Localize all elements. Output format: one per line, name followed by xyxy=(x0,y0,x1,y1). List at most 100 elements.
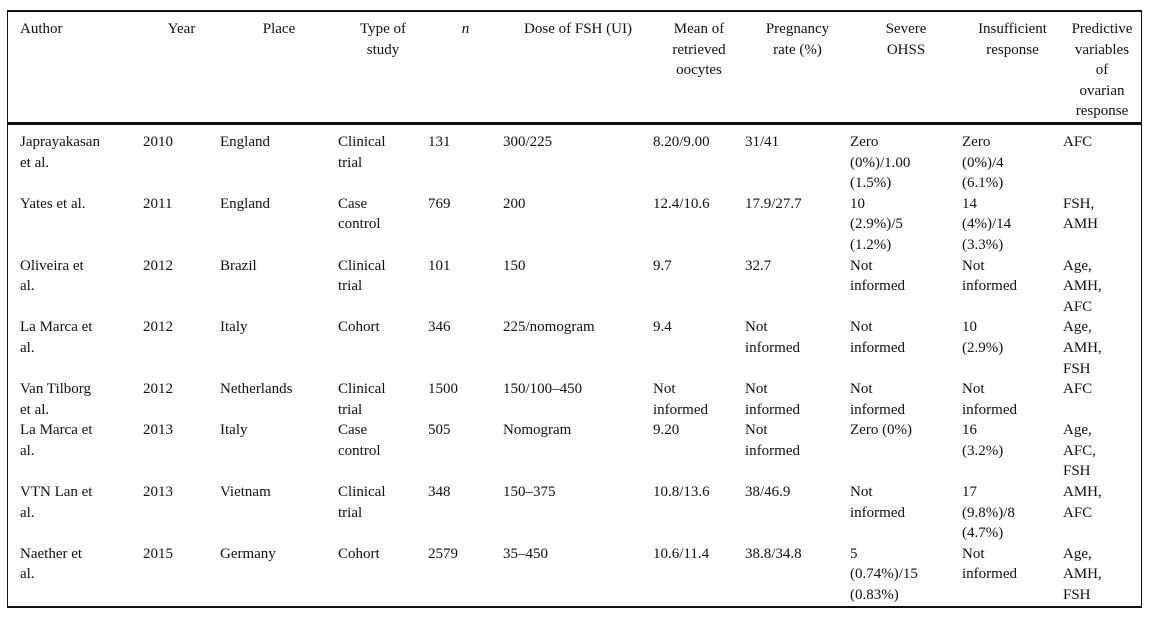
cell-pregnancy-rate: 38.8/34.8 xyxy=(745,545,802,562)
cell-predictive-variables: AFC xyxy=(1063,133,1093,150)
cell-place: Germany xyxy=(220,545,276,562)
cell-predictive-variables: AMH, AFC xyxy=(1063,484,1102,521)
cell-n: 1500 xyxy=(428,381,458,398)
cell-dose-of-fsh: 200 xyxy=(503,195,526,212)
cell-insufficient-response: Not informed xyxy=(962,257,1017,295)
cell-n: 348 xyxy=(428,484,451,501)
cell-type-of-study: Clinical trial xyxy=(338,133,386,171)
cell-mean-retrieved-oocytes: 10.8/13.6 xyxy=(653,484,710,501)
column-header-place: Place xyxy=(220,12,338,125)
cell-dose-of-fsh: Nomogram xyxy=(503,422,572,439)
cell-dose-of-fsh: 150–375 xyxy=(503,484,556,501)
cell-insufficient-response: Zero (0%)/4 (6.1%) xyxy=(962,133,1004,192)
cell-severe-ohss: Zero (0%) xyxy=(850,422,913,439)
column-header-type-of-study: Type of study xyxy=(338,12,428,125)
cell-predictive-variables: Age, AFC, FSH xyxy=(1063,422,1096,480)
cell-author: La Marca et al. xyxy=(20,319,93,356)
cell-mean-retrieved-oocytes: 8.20/9.00 xyxy=(653,133,710,150)
column-header-n: n xyxy=(428,12,503,125)
cell-severe-ohss: Zero (0%)/1.00 (1.5%) xyxy=(850,133,911,192)
cell-year: 2012 xyxy=(143,257,173,274)
cell-year: 2013 xyxy=(143,422,173,439)
table-header: Author Year Place Type of study n Dose o… xyxy=(8,12,1141,125)
cell-place: Vietnam xyxy=(220,484,271,501)
cell-insufficient-response: 16 (3.2%) xyxy=(962,422,1004,459)
cell-author: Van Tilborg et al. xyxy=(20,381,92,418)
table-row: Yates et al. 2011 England Case control 769 20… xyxy=(8,194,1141,256)
cell-n: 131 xyxy=(428,133,451,150)
cell-predictive-variables: Age, AMH, AFC xyxy=(1063,257,1102,315)
cell-author: Oliveira et al. xyxy=(20,257,84,295)
column-header-mean-retrieved-oocytes: Mean of retrieved oocytes xyxy=(653,12,745,125)
column-header-predictive-variables: Predictive variables of ovarian response xyxy=(1063,12,1141,125)
cell-pregnancy-rate: 32.7 xyxy=(745,257,772,274)
cell-dose-of-fsh: 150 xyxy=(503,257,526,274)
header-row: Author Year Place Type of study n Dose o… xyxy=(8,12,1141,125)
cell-author: Japrayakasan et al. xyxy=(20,133,100,171)
table-row: Japrayakasan et al. 2010 England Clinical t… xyxy=(8,123,1141,193)
cell-predictive-variables: Age, AMH, FSH xyxy=(1063,319,1102,377)
cell-n: 101 xyxy=(428,257,451,274)
cell-severe-ohss: Not informed xyxy=(850,484,905,521)
cell-predictive-variables: FSH, AMH xyxy=(1063,195,1099,233)
cell-year: 2012 xyxy=(143,381,173,398)
cell-n: 505 xyxy=(428,422,451,439)
column-header-year: Year xyxy=(143,12,220,125)
cell-place: Italy xyxy=(220,319,248,336)
cell-pregnancy-rate: 31/41 xyxy=(745,133,780,150)
cell-year: 2010 xyxy=(143,133,173,150)
cell-mean-retrieved-oocytes: 12.4/10.6 xyxy=(653,195,710,212)
cell-dose-of-fsh: 225/nomogram xyxy=(503,319,595,336)
cell-type-of-study: Clinical trial xyxy=(338,381,386,418)
cell-year: 2011 xyxy=(143,195,173,212)
cell-insufficient-response: Not informed xyxy=(962,545,1017,583)
cell-dose-of-fsh: 35–450 xyxy=(503,545,548,562)
cell-pregnancy-rate: Not informed xyxy=(745,319,800,356)
cell-author: La Marca et al. xyxy=(20,422,93,459)
cell-pregnancy-rate: 17.9/27.7 xyxy=(745,195,802,212)
cell-severe-ohss: Not informed xyxy=(850,257,905,295)
cell-mean-retrieved-oocytes: 10.6/11.4 xyxy=(653,545,710,562)
cell-year: 2012 xyxy=(143,319,173,336)
table-row: Naether et al. 2015 Germany Cohort 2579 35–45… xyxy=(8,544,1141,606)
cell-severe-ohss: Not informed xyxy=(850,319,905,356)
cell-pregnancy-rate: 38/46.9 xyxy=(745,484,791,501)
cell-mean-retrieved-oocytes: 9.4 xyxy=(653,319,672,336)
cell-place: England xyxy=(220,195,270,212)
cell-n: 346 xyxy=(428,319,451,336)
cell-insufficient-response: Not informed xyxy=(962,381,1017,418)
cell-dose-of-fsh: 150/100–450 xyxy=(503,381,583,398)
cell-pregnancy-rate: Not informed xyxy=(745,381,800,418)
column-header-pregnancy-rate: Pregnancy rate (%) xyxy=(745,12,850,125)
table-row: Oliveira et al. 2012 Brazil Clinical trial 1… xyxy=(8,256,1141,318)
cell-year: 2015 xyxy=(143,545,173,562)
cell-place: Netherlands xyxy=(220,381,293,398)
cell-type-of-study: Cohort xyxy=(338,545,380,562)
cell-n: 769 xyxy=(428,195,451,212)
table-body: Japrayakasan et al. 2010 England Clinical t… xyxy=(8,123,1141,605)
study-table: Author Year Place Type of study n Dose o… xyxy=(8,12,1141,606)
cell-severe-ohss: Not informed xyxy=(850,381,905,418)
cell-mean-retrieved-oocytes: 9.7 xyxy=(653,257,672,274)
cell-predictive-variables: AFC xyxy=(1063,381,1093,398)
column-header-insufficient-response: Insufficient response xyxy=(962,12,1063,125)
table-row: La Marca et al. 2013 Italy Case control 505 N… xyxy=(8,420,1141,482)
cell-place: England xyxy=(220,133,270,150)
cell-type-of-study: Clinical trial xyxy=(338,257,386,295)
cell-type-of-study: Cohort xyxy=(338,319,380,336)
study-table-frame: Author Year Place Type of study n Dose o… xyxy=(7,10,1142,608)
cell-type-of-study: Clinical trial xyxy=(338,484,386,521)
cell-author: Naether et al. xyxy=(20,545,83,583)
column-header-dose-of-fsh: Dose of FSH (UI) xyxy=(503,12,653,125)
table-row: Van Tilborg et al. 2012 Netherlands Clinica… xyxy=(8,379,1141,420)
table-row: La Marca et al. 2012 Italy Cohort 346 225/nom… xyxy=(8,317,1141,379)
cell-author: Yates et al. xyxy=(20,195,86,212)
cell-place: Brazil xyxy=(220,257,257,274)
column-header-author: Author xyxy=(8,12,143,125)
table-row: VTN Lan et al. 2013 Vietnam Clinical trial 3… xyxy=(8,482,1141,544)
cell-n: 2579 xyxy=(428,545,458,562)
cell-mean-retrieved-oocytes: 9.20 xyxy=(653,422,680,439)
cell-insufficient-response: 14 (4%)/14 (3.3%) xyxy=(962,195,1012,253)
cell-predictive-variables: Age, AMH, FSH xyxy=(1063,545,1102,604)
cell-insufficient-response: 10 (2.9%) xyxy=(962,319,1004,356)
